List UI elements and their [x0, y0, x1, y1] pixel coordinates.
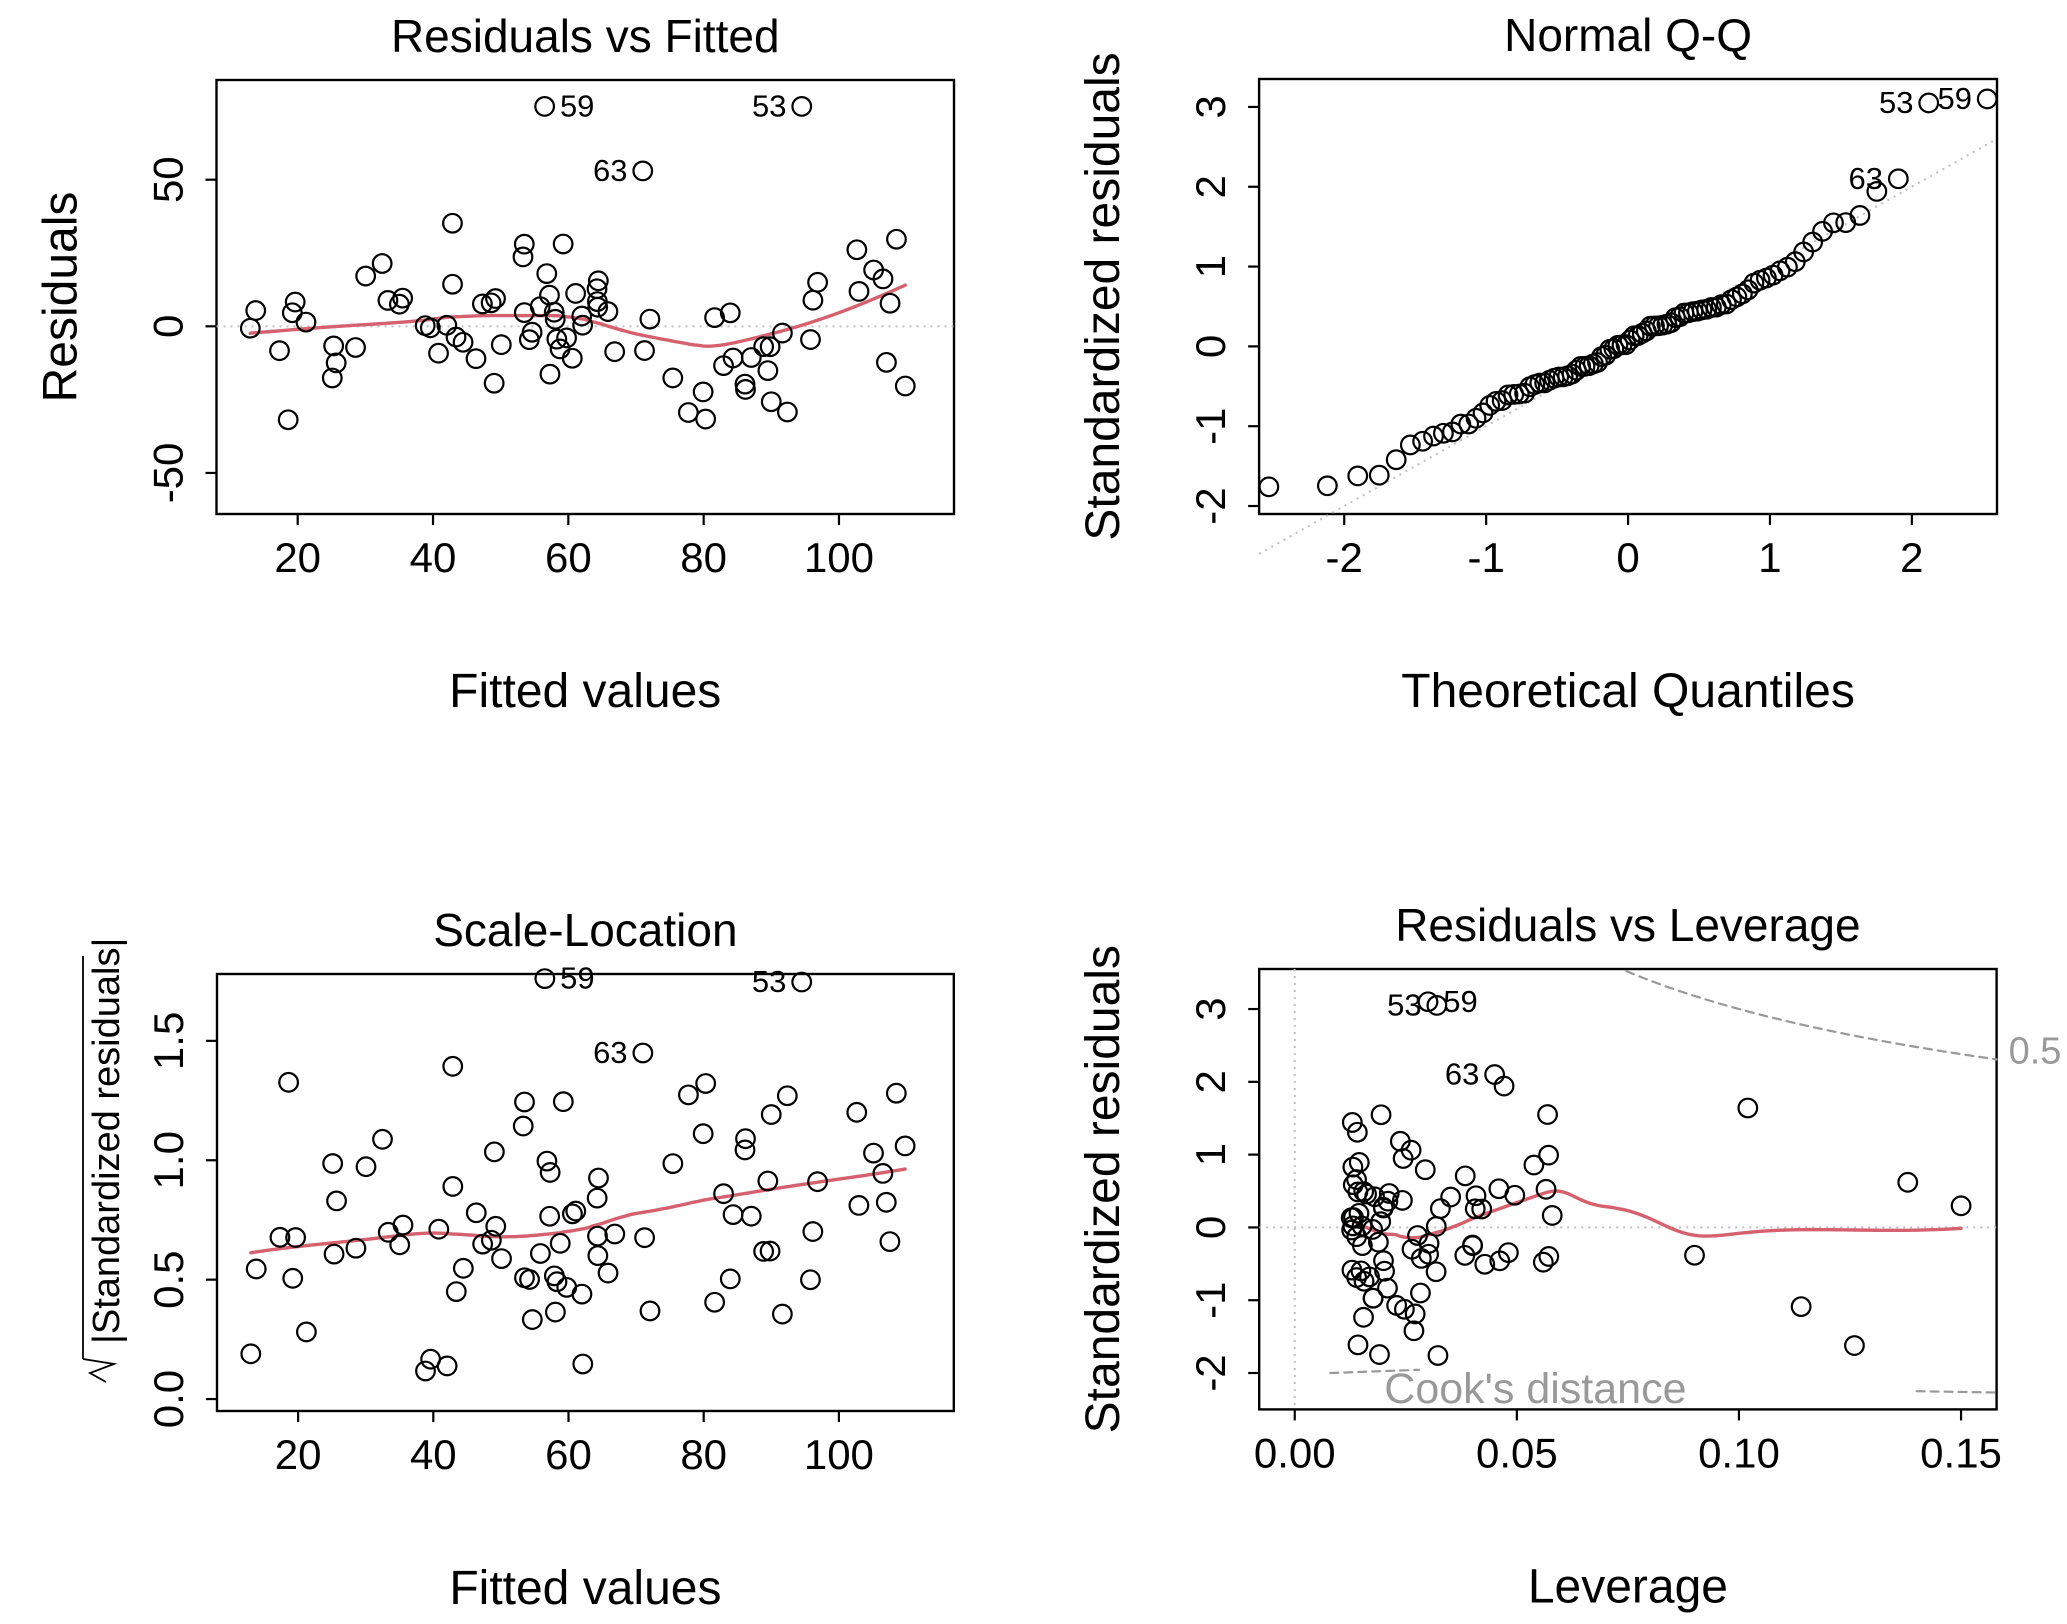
svg-text:Standardized residuals: Standardized residuals — [1077, 945, 1130, 1433]
svg-text:100: 100 — [804, 534, 874, 581]
svg-text:-1: -1 — [1467, 534, 1504, 581]
svg-text:-2: -2 — [1187, 487, 1234, 524]
svg-text:63: 63 — [593, 1035, 627, 1070]
svg-text:59: 59 — [560, 88, 594, 123]
svg-text:53: 53 — [1387, 987, 1421, 1022]
svg-text:0.15: 0.15 — [1920, 1429, 2002, 1476]
svg-text:1.5: 1.5 — [145, 1012, 192, 1070]
svg-text:53: 53 — [752, 964, 786, 999]
svg-text:3: 3 — [1187, 95, 1234, 118]
svg-text:40: 40 — [410, 534, 457, 581]
svg-text:Residuals vs Leverage: Residuals vs Leverage — [1395, 899, 1860, 951]
svg-text:Fitted values: Fitted values — [449, 1562, 721, 1615]
svg-text:0: 0 — [1616, 534, 1639, 581]
svg-text:63: 63 — [1848, 161, 1882, 196]
svg-text:-50: -50 — [145, 443, 192, 504]
svg-text:Cook's distance: Cook's distance — [1384, 1365, 1686, 1413]
svg-text:-2: -2 — [1187, 1354, 1234, 1391]
svg-text:63: 63 — [593, 153, 627, 188]
svg-text:0.00: 0.00 — [1253, 1429, 1335, 1476]
svg-text:-1: -1 — [1187, 408, 1234, 445]
svg-text:|Standardized residuals|: |Standardized residuals| — [86, 938, 128, 1344]
svg-text:1: 1 — [1187, 255, 1234, 278]
svg-text:20: 20 — [275, 1431, 322, 1478]
svg-text:0.5: 0.5 — [145, 1250, 192, 1308]
svg-text:53: 53 — [1878, 85, 1912, 120]
svg-text:Residuals vs Fitted: Residuals vs Fitted — [391, 10, 780, 62]
svg-text:0: 0 — [1187, 335, 1234, 358]
svg-text:60: 60 — [545, 534, 592, 581]
svg-text:60: 60 — [545, 1431, 592, 1478]
svg-text:50: 50 — [145, 156, 192, 203]
svg-text:0.0: 0.0 — [145, 1370, 192, 1428]
svg-text:63: 63 — [1444, 1057, 1478, 1092]
svg-text:-2: -2 — [1325, 534, 1362, 581]
svg-text:0.05: 0.05 — [1475, 1429, 1557, 1476]
svg-text:Theoretical Quantiles: Theoretical Quantiles — [1401, 665, 1855, 718]
svg-text:0: 0 — [1187, 1216, 1234, 1239]
svg-text:Fitted values: Fitted values — [449, 665, 721, 718]
svg-text:1: 1 — [1187, 1143, 1234, 1166]
svg-text:80: 80 — [680, 1431, 727, 1478]
svg-text:Normal Q-Q: Normal Q-Q — [1504, 9, 1752, 61]
svg-text:0.5: 0.5 — [2008, 1030, 2061, 1072]
svg-text:2: 2 — [1187, 175, 1234, 198]
svg-text:20: 20 — [274, 534, 321, 581]
svg-text:59: 59 — [560, 961, 594, 996]
svg-text:0.10: 0.10 — [1698, 1429, 1780, 1476]
svg-text:40: 40 — [410, 1431, 457, 1478]
svg-text:Leverage: Leverage — [1527, 1560, 1727, 1613]
svg-text:80: 80 — [680, 534, 727, 581]
svg-text:Standardized residuals: Standardized residuals — [1077, 52, 1130, 540]
svg-text:1: 1 — [1758, 534, 1781, 581]
svg-text:59: 59 — [1443, 984, 1477, 1019]
svg-text:1.0: 1.0 — [145, 1131, 192, 1189]
svg-text:2: 2 — [1900, 534, 1923, 581]
svg-text:Scale-Location: Scale-Location — [433, 904, 737, 956]
svg-text:3: 3 — [1187, 997, 1234, 1020]
svg-text:59: 59 — [1937, 81, 1971, 116]
svg-text:100: 100 — [804, 1431, 874, 1478]
svg-text:-1: -1 — [1187, 1282, 1234, 1319]
svg-text:2: 2 — [1187, 1070, 1234, 1093]
svg-text:Residuals: Residuals — [35, 192, 88, 403]
svg-text:53: 53 — [752, 88, 786, 123]
svg-text:0: 0 — [145, 315, 192, 338]
